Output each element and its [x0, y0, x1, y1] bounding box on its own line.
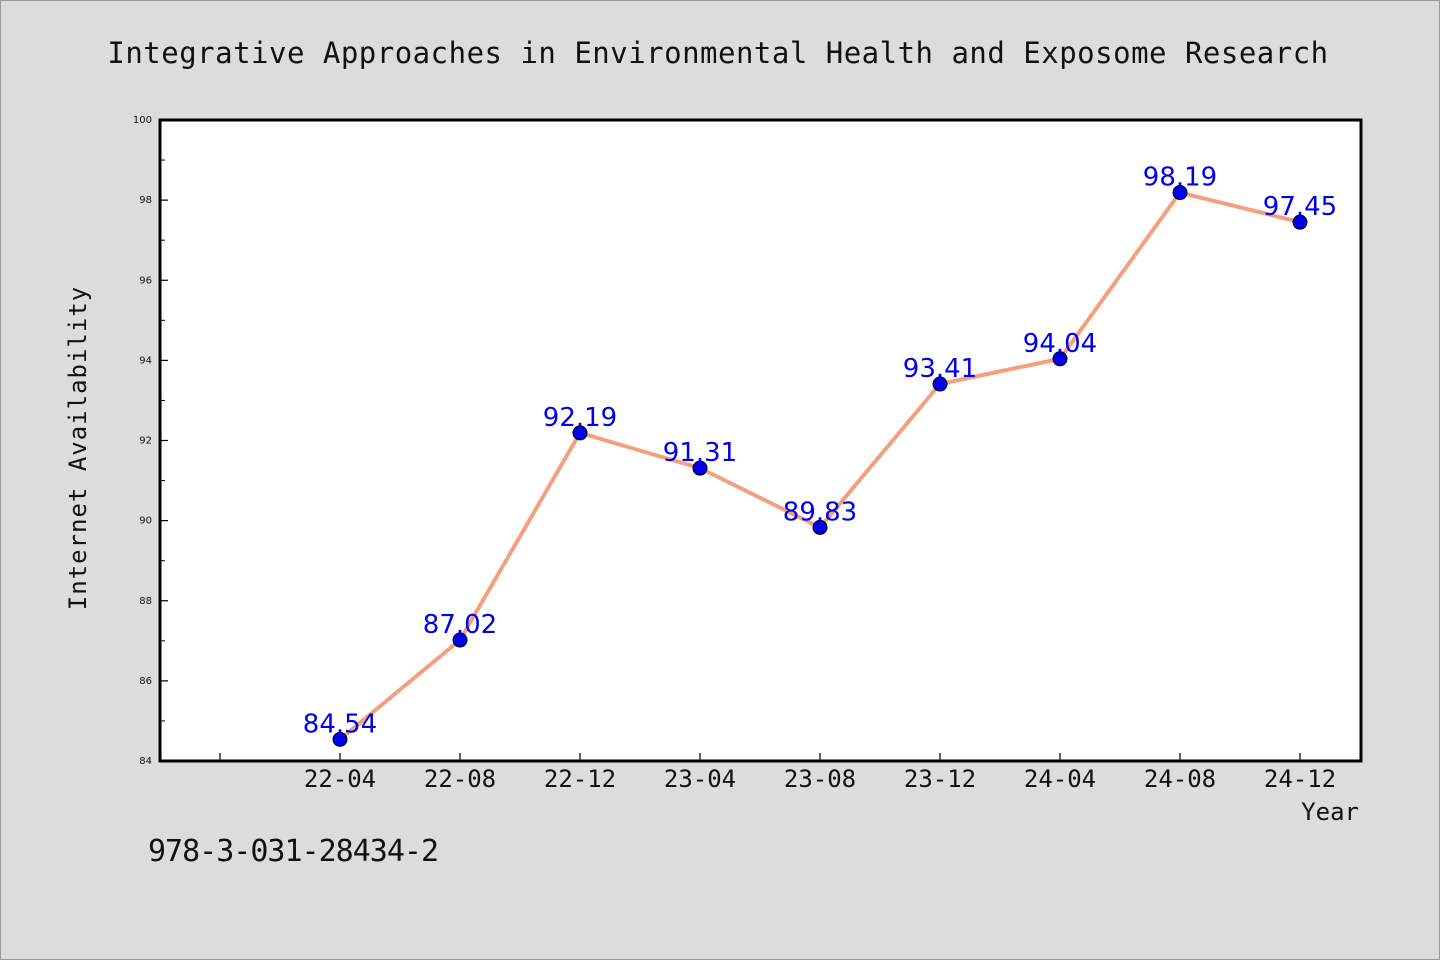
- y-tick-label: 84: [139, 756, 152, 767]
- data-label: 91.31: [663, 438, 737, 468]
- plot-area: [158, 118, 1363, 763]
- x-tick-label: 24-04: [1024, 765, 1096, 793]
- y-tick-label: 98: [139, 195, 152, 206]
- x-tick-label: 24-08: [1144, 765, 1216, 793]
- data-label: 84.54: [303, 709, 377, 739]
- isbn-footnote: 978-3-031-28434-2: [148, 834, 439, 869]
- x-tick-label: 23-12: [904, 765, 976, 793]
- data-point: [452, 632, 468, 648]
- x-tick-label: 23-08: [784, 765, 856, 793]
- x-tick-label: 24-12: [1264, 765, 1336, 793]
- data-point: [1172, 185, 1188, 201]
- data-labels-group: 84.54 87.02 92.19 91.31 89.83 93.41 94.04 98.19…: [303, 163, 1337, 740]
- y-tick-label: 100: [133, 115, 152, 126]
- y-axis-label: Internet Availability: [64, 286, 92, 610]
- y-tick-label: 96: [139, 275, 152, 286]
- x-tick-label: 23-04: [664, 765, 736, 793]
- x-tick-label: 22-08: [424, 765, 496, 793]
- y-tick-label: 90: [139, 516, 152, 527]
- y-tick-label: 86: [139, 676, 152, 687]
- data-point: [692, 460, 708, 476]
- data-point: [332, 731, 348, 747]
- data-label: 87.02: [423, 610, 497, 640]
- y-tick-label: 88: [139, 596, 152, 607]
- y-axis: 84 86 88 90 92 94 96 98 100: [133, 115, 168, 767]
- series-line-group: [332, 185, 1308, 747]
- data-label: 97.45: [1263, 192, 1337, 222]
- data-label: 93.41: [903, 354, 977, 384]
- data-point: [572, 425, 588, 441]
- data-label: 92.19: [543, 403, 617, 433]
- data-point: [1292, 214, 1308, 230]
- chart-title: Integrative Approaches in Environmental …: [107, 36, 1328, 70]
- x-tick-label: 22-04: [304, 765, 376, 793]
- data-point: [1052, 351, 1068, 367]
- x-axis: 22-04 22-08 22-12 23-04 23-08 23-12 24-04 24-08…: [219, 753, 1336, 793]
- data-point: [812, 519, 828, 535]
- y-tick-label: 94: [139, 355, 152, 366]
- x-tick-label: 22-12: [544, 765, 616, 793]
- y-tick-label: 92: [139, 436, 152, 447]
- data-label: 94.04: [1023, 329, 1097, 359]
- x-axis-label: Year: [1301, 798, 1359, 826]
- data-point: [932, 376, 948, 392]
- data-label: 89.83: [783, 497, 857, 527]
- data-label: 98.19: [1143, 163, 1217, 193]
